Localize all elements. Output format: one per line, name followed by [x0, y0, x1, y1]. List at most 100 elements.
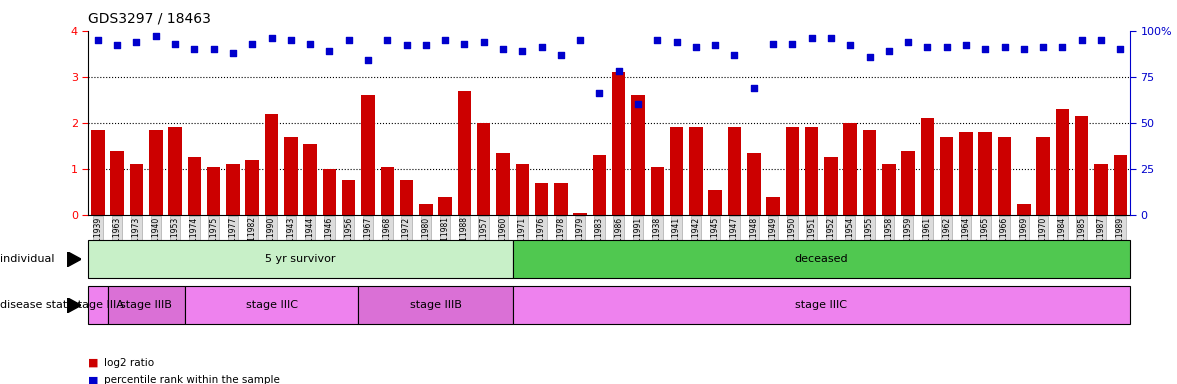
Point [1091, 37, 1110, 43]
Point [706, 42, 725, 48]
Point [262, 35, 281, 41]
Bar [959, 132, 972, 215]
Bar [573, 213, 587, 215]
Point [783, 41, 802, 47]
Bar [747, 153, 760, 215]
Point [918, 44, 937, 50]
Bar [497, 153, 510, 215]
Bar [902, 151, 915, 215]
Polygon shape [67, 298, 81, 313]
Bar [978, 132, 992, 215]
Text: ■: ■ [88, 358, 99, 368]
Bar [400, 180, 413, 215]
Point [378, 37, 397, 43]
Point [493, 46, 512, 52]
Point [1033, 44, 1052, 50]
Bar [920, 118, 935, 215]
Bar [361, 95, 374, 215]
Point [629, 101, 647, 108]
Point [976, 46, 995, 52]
Bar [1017, 204, 1031, 215]
Point [1111, 46, 1130, 52]
Point [899, 39, 918, 45]
Bar [477, 123, 491, 215]
Point [1072, 37, 1091, 43]
Point [647, 37, 666, 43]
Point [686, 44, 705, 50]
Point [127, 39, 146, 45]
Point [764, 41, 783, 47]
Text: deceased: deceased [794, 254, 849, 264]
Bar [111, 151, 124, 215]
Point [474, 39, 493, 45]
Bar [226, 164, 240, 215]
Bar [727, 127, 742, 215]
Point [166, 41, 185, 47]
Bar [998, 137, 1011, 215]
Point [108, 42, 127, 48]
Bar [458, 91, 471, 215]
Bar [129, 164, 144, 215]
Text: individual: individual [0, 254, 54, 264]
Text: 5 yr survivor: 5 yr survivor [265, 254, 335, 264]
Point [995, 44, 1013, 50]
Point [1015, 46, 1033, 52]
Point [435, 37, 454, 43]
Bar [438, 197, 452, 215]
Point [552, 51, 571, 58]
Bar [246, 160, 259, 215]
Point [1053, 44, 1072, 50]
Bar [265, 114, 278, 215]
Point [185, 46, 204, 52]
Point [417, 42, 435, 48]
Bar [844, 123, 857, 215]
Point [242, 41, 261, 47]
Point [359, 57, 378, 63]
Bar [1075, 116, 1089, 215]
Text: stage IIIB: stage IIIB [410, 300, 461, 310]
Bar [513, 240, 1130, 278]
Point [205, 46, 224, 52]
Point [532, 44, 551, 50]
Bar [882, 164, 896, 215]
Point [744, 85, 763, 91]
Bar [88, 286, 107, 324]
Point [320, 48, 339, 54]
Text: stage IIIB: stage IIIB [120, 300, 172, 310]
Point [725, 51, 744, 58]
Text: log2 ratio: log2 ratio [104, 358, 154, 368]
Point [590, 90, 609, 96]
Bar [824, 157, 838, 215]
Bar [805, 127, 818, 215]
Point [610, 68, 629, 74]
Bar [88, 240, 513, 278]
Bar [168, 127, 181, 215]
Bar [380, 167, 394, 215]
Bar [513, 286, 1130, 324]
Point [339, 37, 358, 43]
Text: percentile rank within the sample: percentile rank within the sample [104, 375, 279, 384]
Bar [516, 164, 528, 215]
Bar [785, 127, 799, 215]
Point [146, 33, 165, 39]
Point [667, 39, 686, 45]
Point [397, 42, 415, 48]
Bar [358, 286, 513, 324]
Point [281, 37, 300, 43]
Bar [343, 180, 355, 215]
Text: ■: ■ [88, 375, 99, 384]
Point [300, 41, 319, 47]
Point [88, 37, 107, 43]
Bar [1113, 155, 1128, 215]
Point [879, 48, 898, 54]
Bar [207, 167, 220, 215]
Text: stage IIIC: stage IIIC [246, 300, 298, 310]
Bar [107, 286, 185, 324]
Bar [185, 286, 358, 324]
Bar [593, 155, 606, 215]
Point [822, 35, 840, 41]
Point [860, 53, 879, 60]
Bar [322, 169, 337, 215]
Text: disease state: disease state [0, 300, 74, 310]
Point [937, 44, 956, 50]
